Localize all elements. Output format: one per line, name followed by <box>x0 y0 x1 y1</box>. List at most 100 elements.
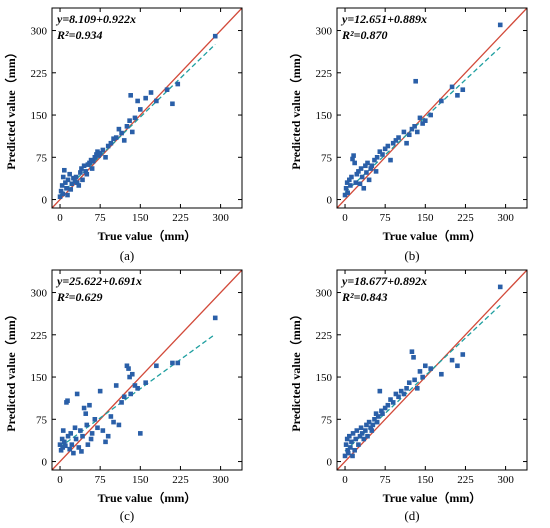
data-point <box>81 163 87 169</box>
data-point <box>78 428 83 433</box>
chart-panel: 0 75 150 225 300 0 75 150 225 300 y=18.677+0.892x R… <box>288 269 528 523</box>
data-point <box>385 143 391 149</box>
x-tick-label: 75 <box>380 212 392 224</box>
y-tick-label: 150 <box>31 372 48 384</box>
x-axis-label: True value（mm） <box>98 490 197 505</box>
data-point <box>121 138 127 143</box>
data-point <box>65 192 70 198</box>
data-point <box>154 98 159 104</box>
data-point <box>354 171 360 177</box>
data-point <box>347 177 352 183</box>
data-point <box>411 355 416 360</box>
x-tick-label: 150 <box>417 474 434 486</box>
data-point <box>175 81 181 87</box>
y-tick-label: 0 <box>327 195 333 207</box>
data-point <box>111 136 116 142</box>
y-tick-label: 225 <box>31 68 48 80</box>
data-point <box>132 115 138 121</box>
data-point <box>87 402 92 408</box>
y-tick-label: 0 <box>327 457 333 469</box>
data-point <box>129 129 135 135</box>
data-point <box>350 431 356 436</box>
data-point <box>404 386 409 391</box>
data-point <box>373 411 379 416</box>
data-point <box>417 115 423 121</box>
data-point <box>100 147 106 153</box>
data-point <box>78 170 83 175</box>
x-tick-label: 0 <box>57 212 63 224</box>
y-tick-label: 225 <box>31 330 48 342</box>
fit-line <box>59 43 216 196</box>
data-point <box>356 442 361 447</box>
data-point <box>344 436 350 442</box>
data-point <box>97 151 103 156</box>
data-point <box>143 380 148 385</box>
data-point <box>113 135 119 140</box>
data-point <box>58 447 64 453</box>
data-point <box>420 121 425 126</box>
data-point <box>379 408 384 414</box>
identity-line <box>52 8 242 208</box>
data-point <box>116 422 122 428</box>
x-tick-label: 225 <box>457 212 474 224</box>
x-tick-label: 300 <box>497 212 514 224</box>
data-point <box>439 371 444 377</box>
x-axis-label: True value（mm） <box>383 490 482 505</box>
data-point <box>366 177 372 183</box>
data-point <box>382 146 388 152</box>
regression-equation: y=25.622+0.691x <box>55 274 142 288</box>
data-point <box>73 174 79 180</box>
data-point <box>349 439 354 445</box>
data-point <box>388 157 393 163</box>
y-axis-label: Predicted value（mm） <box>288 46 303 169</box>
y-tick-label: 75 <box>36 152 48 164</box>
data-point <box>423 363 428 369</box>
data-point <box>366 419 372 425</box>
data-point <box>124 363 130 369</box>
data-point <box>74 180 80 185</box>
data-point <box>92 154 98 160</box>
data-point <box>385 402 391 408</box>
data-point <box>349 174 354 180</box>
data-point <box>84 171 90 177</box>
data-point <box>138 431 143 436</box>
y-tick-label: 0 <box>42 457 48 469</box>
data-point <box>57 194 63 200</box>
data-point <box>74 391 80 397</box>
data-point <box>105 433 111 439</box>
x-axis-label: True value（mm） <box>383 228 482 243</box>
data-point <box>460 352 466 357</box>
data-point <box>357 181 363 187</box>
data-point <box>138 107 143 112</box>
data-point <box>129 371 135 377</box>
data-point <box>68 431 74 436</box>
data-point <box>143 95 148 101</box>
data-point <box>119 130 124 136</box>
data-point <box>382 405 388 411</box>
data-point <box>393 391 399 397</box>
fit-line <box>59 333 216 448</box>
x-tick-label: 75 <box>95 212 107 224</box>
y-tick-label: 300 <box>31 26 48 38</box>
plot-frame <box>336 269 528 471</box>
data-point <box>69 442 75 447</box>
data-point <box>344 180 350 185</box>
data-point <box>368 166 374 171</box>
panel-caption: (c) <box>120 508 134 523</box>
data-point <box>79 449 84 454</box>
data-point <box>347 433 352 439</box>
r-squared: R²=0.870 <box>341 28 387 42</box>
data-point <box>83 169 89 174</box>
data-point <box>63 443 68 449</box>
data-point <box>79 166 84 171</box>
data-point <box>60 445 66 450</box>
data-point <box>380 411 385 416</box>
data-point <box>127 118 132 123</box>
panel-caption: (a) <box>120 248 134 263</box>
data-point <box>116 126 122 132</box>
x-tick-label: 150 <box>132 212 149 224</box>
plot-area <box>52 270 242 470</box>
panel-caption: (d) <box>404 508 419 523</box>
data-point <box>81 405 87 411</box>
x-tick-label: 0 <box>57 474 63 486</box>
